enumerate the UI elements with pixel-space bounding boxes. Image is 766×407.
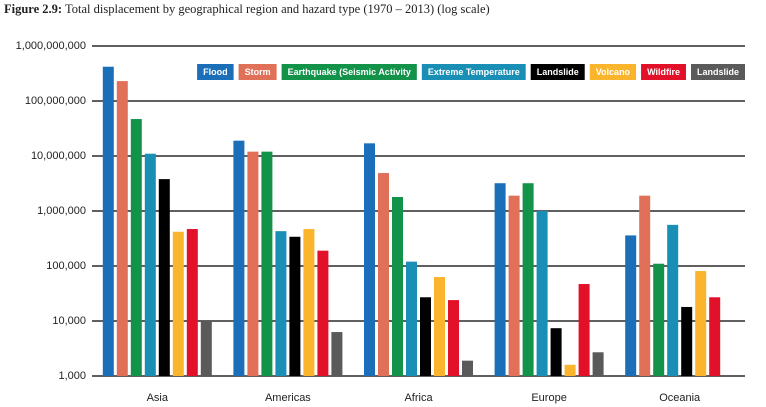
legend-swatch (690, 64, 745, 80)
bar (653, 263, 665, 376)
legend-swatch (197, 64, 234, 80)
legend-item: Flood (197, 64, 234, 80)
bar (406, 261, 417, 376)
bar (144, 153, 156, 376)
legend-swatch (641, 64, 686, 80)
legend-label: Earthquake (Seismic Activity (288, 67, 411, 77)
y-tick-label: 1,000 (58, 370, 86, 382)
bar (709, 297, 721, 376)
bar (392, 196, 403, 376)
bar (434, 277, 445, 376)
legend-label: Storm (245, 67, 271, 77)
legend-item: Extreme Temperature (421, 64, 526, 80)
bar (364, 143, 375, 376)
bar (494, 183, 506, 376)
legend-item: Volcano (589, 64, 637, 80)
x-tick-label: Oceania (659, 392, 701, 404)
bar (289, 236, 301, 376)
legend-item: Storm (238, 64, 277, 80)
bar (200, 321, 212, 376)
y-tick-label: 1,000,000,000 (16, 40, 86, 52)
bar (695, 271, 707, 376)
bar (550, 328, 562, 376)
x-tick-label: Africa (404, 392, 433, 404)
x-tick-label: Asia (147, 392, 169, 404)
y-tick-label: 1,000,000 (37, 205, 86, 217)
legend-label: Landslide (537, 67, 579, 77)
legend-label: Volcano (596, 67, 631, 77)
bar (186, 229, 198, 376)
legend-item: Earthquake (Seismic Activity (281, 64, 417, 80)
bar (317, 250, 329, 376)
legend-item: Landslide (690, 64, 745, 80)
bar (172, 231, 184, 376)
figure-label: Figure 2.9: (4, 2, 62, 16)
bar (625, 235, 637, 376)
bar (378, 173, 389, 376)
bar (331, 332, 343, 376)
bar (420, 297, 431, 376)
legend-label: Flood (203, 67, 228, 77)
bar (667, 224, 679, 376)
bar (233, 140, 245, 376)
x-tick-label: Americas (265, 392, 311, 404)
bar (130, 119, 142, 377)
legend-label: Extreme Temperature (428, 67, 520, 77)
legend-swatch (238, 64, 277, 80)
bar (102, 66, 114, 377)
legend-label: Wildfire (647, 67, 680, 77)
bar (681, 306, 693, 376)
legend-item: Landslide (530, 64, 585, 80)
bar (522, 183, 534, 376)
chart-title: Figure 2.9: Total displacement by geogra… (4, 2, 490, 16)
bar (116, 81, 128, 376)
y-tick-label: 10,000,000 (31, 150, 86, 162)
y-tick-label: 100,000 (46, 260, 86, 272)
bar (275, 231, 287, 376)
bar (578, 284, 590, 376)
legend-label: Landslide (697, 67, 739, 77)
bar (592, 352, 604, 376)
bar (462, 360, 473, 376)
legend-swatch (421, 64, 526, 80)
y-tick-label: 10,000 (52, 315, 86, 327)
bar (448, 300, 459, 376)
legend-swatch (281, 64, 417, 80)
legend-swatch (589, 64, 637, 80)
bar (158, 179, 170, 376)
y-tick-label: 100,000,000 (25, 95, 86, 107)
bar (639, 195, 651, 376)
bar (536, 211, 548, 376)
legend-swatch (530, 64, 585, 80)
bar (564, 364, 576, 376)
bar (303, 229, 315, 376)
bar (508, 195, 520, 376)
title-text: Total displacement by geographical regio… (65, 2, 490, 16)
legend-item: Wildfire (641, 64, 686, 80)
x-tick-label: Europe (531, 392, 566, 404)
bar (247, 151, 259, 376)
bar (261, 151, 273, 376)
